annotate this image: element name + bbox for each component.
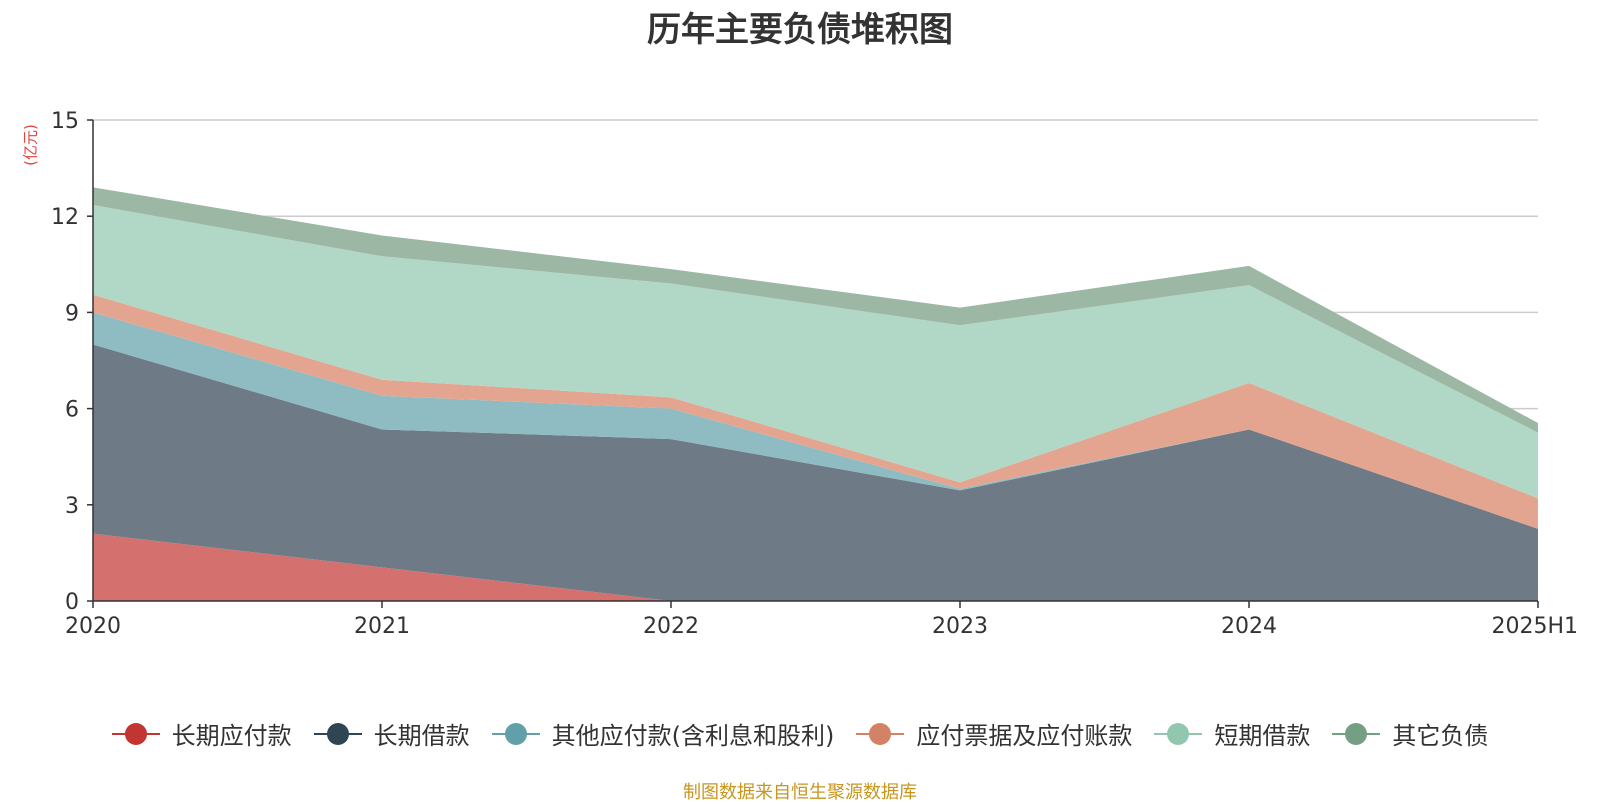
stacked-area-chart: 0 3 6 9 12 15 2020 2021 2022 2023 2024 2025H1	[51, 109, 1578, 639]
x-tick-label: 2020	[65, 614, 121, 639]
x-tick-label: 2023	[932, 614, 988, 639]
area-series-5[interactable]	[93, 204, 1538, 499]
legend-label: 应付票据及应付账款	[916, 722, 1133, 750]
legend-marker	[1332, 722, 1381, 746]
y-tick-label: 12	[51, 205, 79, 230]
legend-marker	[856, 722, 905, 746]
y-tick-label: 3	[65, 494, 79, 519]
legend-marker	[111, 722, 160, 746]
x-tick-label: 2022	[643, 614, 699, 639]
chart-legend: 长期应付款 长期借款 其他应付款(含利息和股利) 应付票据及应付账款 短期借款 其它负债	[0, 716, 1600, 751]
y-tick-label: 6	[65, 398, 79, 423]
area-series-2[interactable]	[93, 344, 1538, 601]
legend-marker	[491, 722, 540, 746]
data-source-footer: 制图数据来自恒生聚源数据库	[683, 782, 917, 803]
area-series-4[interactable]	[93, 294, 1538, 529]
y-tick-label: 15	[51, 109, 79, 134]
legend-item-1[interactable]: 长期应付款	[111, 716, 292, 751]
legend-item-3[interactable]: 其他应付款(含利息和股利)	[491, 716, 835, 751]
y-tick-label: 9	[65, 301, 79, 326]
x-tick-label: 2021	[354, 614, 410, 639]
legend-item-6[interactable]: 其它负债	[1332, 716, 1488, 751]
legend-item-5[interactable]: 短期借款	[1154, 716, 1310, 751]
x-tick-label: 2025H1	[1491, 614, 1578, 639]
legend-label: 其他应付款(含利息和股利)	[551, 722, 835, 750]
x-tick-label: 2024	[1221, 614, 1277, 639]
legend-marker	[1154, 722, 1203, 746]
y-tick-label: 0	[65, 590, 79, 615]
legend-label: 长期应付款	[171, 722, 292, 750]
chart-title: 历年主要负债堆积图	[647, 10, 953, 50]
area-series-6[interactable]	[93, 187, 1538, 433]
legend-label: 短期借款	[1214, 722, 1311, 750]
area-series-3[interactable]	[93, 312, 1538, 529]
legend-label: 其它负债	[1392, 722, 1489, 750]
legend-item-4[interactable]: 应付票据及应付账款	[856, 716, 1132, 751]
legend-item-2[interactable]: 长期借款	[313, 716, 470, 751]
legend-marker	[313, 722, 362, 746]
area-series-1[interactable]	[93, 533, 1538, 601]
legend-label: 长期借款	[373, 722, 470, 750]
